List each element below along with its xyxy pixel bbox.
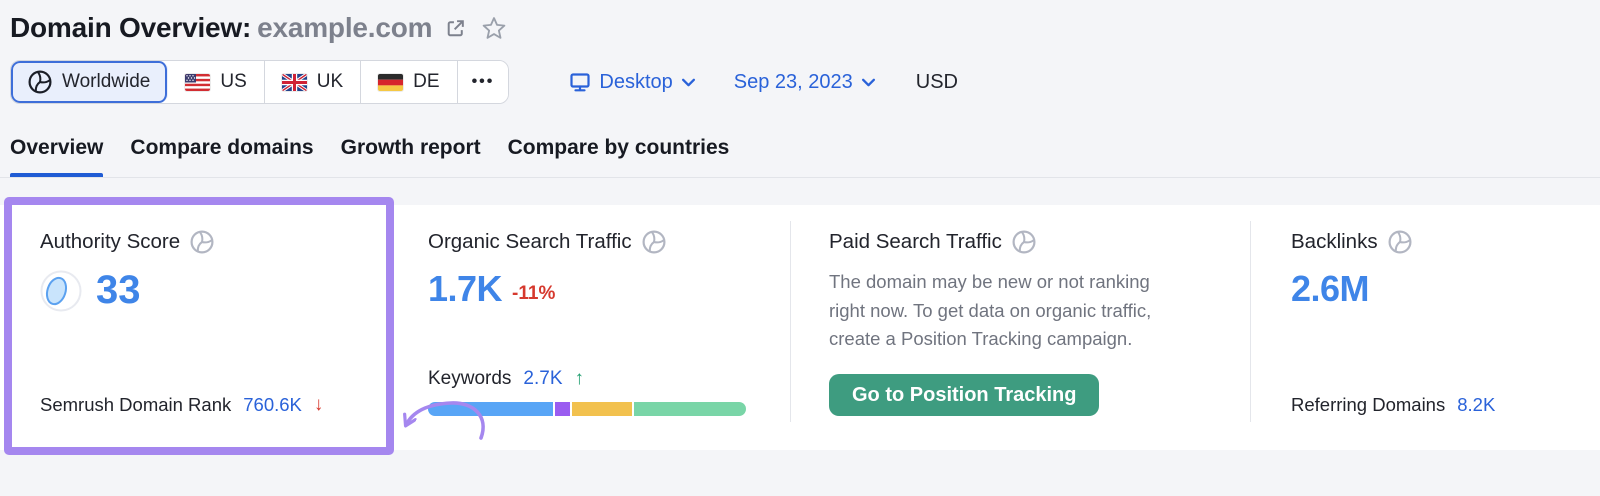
keywords-row: Keywords 2.7K ↑	[428, 368, 790, 390]
card-title-row: Organic Search Traffic	[428, 230, 790, 254]
trend-up-icon: ↑	[574, 368, 585, 389]
organic-traffic-metric-row: 1.7K -11%	[428, 268, 790, 310]
currency-label: USD	[915, 70, 958, 93]
region-uk-button[interactable]: UK	[264, 61, 362, 103]
bar-segment-yellow	[572, 402, 632, 416]
organic-search-traffic-card: Organic Search Traffic 1.7K -11% Keyword…	[410, 205, 790, 450]
keywords-block: Keywords 2.7K ↑	[428, 368, 790, 416]
paid-traffic-title: Paid Search Traffic	[829, 230, 1002, 253]
authority-score-value: 33	[96, 268, 141, 312]
de-flag-icon	[378, 73, 404, 91]
region-worldwide-button[interactable]: Worldwide	[11, 61, 169, 103]
referring-domains-value[interactable]: 8.2K	[1457, 394, 1496, 415]
favorite-star-icon[interactable]	[479, 13, 509, 43]
external-link-icon[interactable]	[442, 15, 469, 42]
keywords-distribution-bar	[428, 402, 747, 416]
authority-score-title: Authority Score	[40, 230, 181, 253]
more-dots-icon: •••	[471, 73, 495, 90]
region-selector: Worldwide US	[10, 60, 510, 104]
worldwide-globe-icon	[28, 70, 52, 94]
domain-name: example.com	[257, 12, 433, 43]
device-label: Desktop	[599, 70, 673, 93]
backlinks-title: Backlinks	[1291, 230, 1378, 253]
bar-segment-green	[633, 402, 747, 416]
info-globe-icon[interactable]	[1388, 230, 1412, 254]
backlinks-value[interactable]: 2.6M	[1291, 268, 1370, 309]
tab-compare-by-countries[interactable]: Compare by countries	[508, 136, 730, 177]
chevron-down-icon	[681, 78, 695, 86]
device-dropdown[interactable]: Desktop	[569, 71, 695, 94]
domain-rank-value[interactable]: 760.6K	[243, 394, 302, 415]
desktop-monitor-icon	[570, 73, 590, 92]
authority-score-row: 33	[40, 268, 410, 313]
domain-rank-row: Semrush Domain Rank 760.6K ↓	[40, 394, 410, 416]
uk-flag-icon	[281, 73, 307, 91]
card-title-row: Paid Search Traffic	[829, 230, 1250, 254]
card-divider	[790, 221, 791, 422]
bar-segment-blue	[428, 402, 553, 416]
keywords-value[interactable]: 2.7K	[523, 368, 563, 389]
authority-gauge-icon	[40, 270, 82, 311]
page-header: Domain Overview: example.com	[0, 0, 1600, 44]
card-title-row: Authority Score	[40, 230, 410, 254]
organic-traffic-title: Organic Search Traffic	[428, 230, 632, 253]
us-flag-icon	[185, 73, 211, 91]
info-globe-icon[interactable]	[1012, 230, 1036, 254]
tab-growth-report[interactable]: Growth report	[341, 136, 481, 177]
paid-traffic-message: The domain may be new or not ranking rig…	[829, 271, 1152, 350]
date-dropdown[interactable]: Sep 23, 2023	[734, 71, 876, 94]
region-label: US	[220, 71, 247, 92]
info-globe-icon[interactable]	[642, 230, 666, 254]
date-label: Sep 23, 2023	[733, 70, 853, 93]
chevron-down-icon	[861, 78, 875, 86]
referring-domains-row: Referring Domains 8.2K	[1291, 394, 1600, 416]
organic-traffic-value[interactable]: 1.7K	[428, 268, 503, 309]
region-us-button[interactable]: US	[168, 61, 265, 103]
page-title-text: Domain Overview:	[10, 12, 252, 43]
region-label: Worldwide	[62, 71, 151, 92]
tab-compare-domains[interactable]: Compare domains	[130, 136, 313, 177]
tab-overview[interactable]: Overview	[10, 136, 104, 177]
region-more-button[interactable]: •••	[457, 61, 509, 103]
card-divider	[1250, 221, 1251, 422]
authority-score-card: Authority Score 33 Semrush Domain Rank 7…	[0, 205, 410, 450]
page-title: Domain Overview: example.com	[10, 12, 433, 44]
bar-segment-purple	[554, 402, 571, 416]
backlinks-card: Backlinks 2.6M Referring Domains 8.2K	[1251, 205, 1600, 450]
region-label: UK	[316, 71, 344, 92]
trend-down-icon: ↓	[313, 394, 324, 415]
paid-search-traffic-card: Paid Search Traffic The domain may be ne…	[791, 205, 1250, 450]
backlinks-metric-row: 2.6M	[1291, 268, 1600, 310]
referring-domains-label: Referring Domains	[1291, 394, 1446, 415]
region-label: DE	[413, 71, 440, 92]
info-globe-icon[interactable]	[190, 230, 214, 254]
card-title-row: Backlinks	[1291, 230, 1600, 254]
tab-bar: Overview Compare domains Growth report C…	[0, 136, 1600, 178]
filter-bar: Worldwide US	[10, 60, 1600, 104]
metrics-panel: Authority Score 33 Semrush Domain Rank 7…	[0, 197, 1600, 455]
keywords-label: Keywords	[428, 368, 512, 389]
domain-rank-label: Semrush Domain Rank	[40, 394, 232, 415]
go-to-position-tracking-button[interactable]: Go to Position Tracking	[829, 374, 1100, 416]
region-de-button[interactable]: DE	[361, 61, 458, 103]
organic-traffic-change: -11%	[512, 283, 556, 304]
